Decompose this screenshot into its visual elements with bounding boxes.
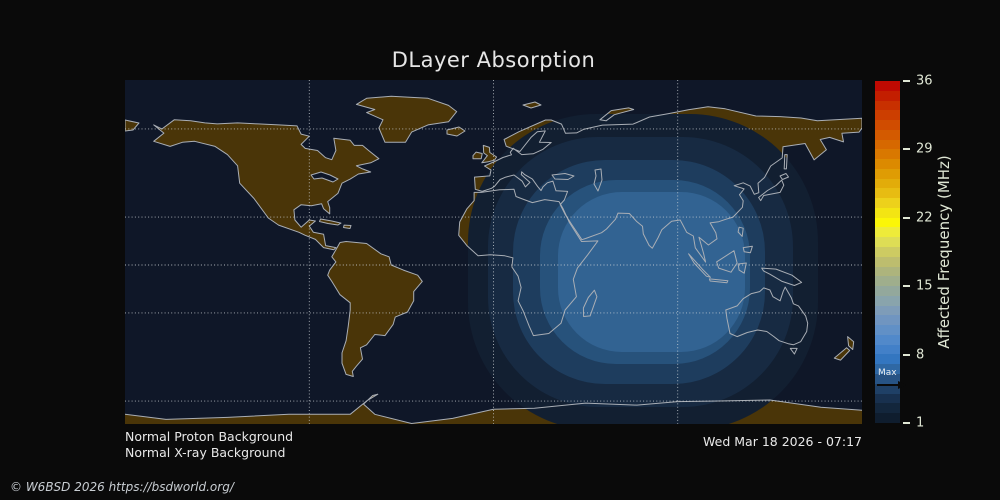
colorbar-segment xyxy=(875,90,900,101)
colorbar-tick-label: 15 xyxy=(916,278,933,294)
colorbar-segment xyxy=(875,344,900,355)
max-annotation-label: Max xyxy=(878,368,897,378)
colorbar-segment xyxy=(875,207,900,218)
colorbar-segment xyxy=(875,159,900,169)
colorbar-tick-label: 22 xyxy=(916,210,933,226)
max-annotation-arrow-icon xyxy=(877,381,907,389)
colorbar-gradient xyxy=(875,81,900,423)
colorbar-segment xyxy=(875,373,900,384)
colorbar-tick-label: 36 xyxy=(916,73,933,89)
colorbar-segment xyxy=(875,286,900,296)
colorbar-segment xyxy=(875,247,900,257)
colorbar-tick-mark xyxy=(903,285,910,288)
colorbar-tick-mark xyxy=(903,80,910,82)
colorbar-segment xyxy=(875,188,900,199)
proton-background-status: Normal Proton Background xyxy=(125,429,294,444)
colorbar-segment xyxy=(875,237,900,248)
map-svg xyxy=(125,80,862,424)
colorbar-segment xyxy=(875,256,900,267)
colorbar-segment xyxy=(875,315,900,326)
colorbar-segment xyxy=(875,178,900,189)
colorbar-segment xyxy=(875,276,900,287)
colorbar-segment xyxy=(875,334,900,345)
colorbar-segment xyxy=(875,198,900,208)
colorbar-segment xyxy=(875,120,900,130)
colorbar-segment xyxy=(875,354,900,365)
colorbar-segment xyxy=(875,129,900,140)
colorbar-tick-mark xyxy=(903,353,910,356)
copyright-notice: © W6BSD 2026 https://bsdworld.org/ xyxy=(10,480,234,494)
colorbar-tick-mark xyxy=(903,422,910,424)
colorbar-segment xyxy=(875,110,900,121)
colorbar-segment xyxy=(875,139,900,150)
colorbar-segment xyxy=(875,100,900,111)
colorbar-segment xyxy=(875,364,900,374)
colorbar: 36 29 22 15 8 1 Max Affected Frequency (MHz) xyxy=(875,74,1000,431)
colorbar-segment xyxy=(875,393,900,404)
chart-title: DLayer Absorption xyxy=(391,48,596,72)
colorbar-segment xyxy=(875,168,900,179)
colorbar-tick-mark xyxy=(903,216,910,219)
colorbar-segment xyxy=(875,81,900,91)
colorbar-segment xyxy=(875,413,900,423)
colorbar-segment xyxy=(875,227,900,238)
colorbar-segment xyxy=(875,295,900,306)
colorbar-axis-label: Affected Frequency (MHz) xyxy=(935,155,953,349)
absorption-ring-5 xyxy=(558,192,745,352)
colorbar-tick-label: 8 xyxy=(916,347,925,363)
colorbar-segment xyxy=(875,403,900,414)
colorbar-tick-mark xyxy=(903,148,910,151)
colorbar-segment xyxy=(875,383,900,394)
world-map xyxy=(125,80,862,424)
colorbar-tick-label: 1 xyxy=(916,415,925,431)
colorbar-segment xyxy=(875,266,900,277)
colorbar-segment xyxy=(875,305,900,316)
absorption-overlay xyxy=(468,114,818,424)
colorbar-segment xyxy=(875,325,900,335)
colorbar-tick-label: 29 xyxy=(916,141,933,157)
xray-background-status: Normal X-ray Background xyxy=(125,445,286,460)
colorbar-segment xyxy=(875,217,900,228)
timestamp: Wed Mar 18 2026 - 07:17 xyxy=(703,434,862,449)
colorbar-segment xyxy=(875,149,900,160)
graticule-layer xyxy=(125,80,862,424)
